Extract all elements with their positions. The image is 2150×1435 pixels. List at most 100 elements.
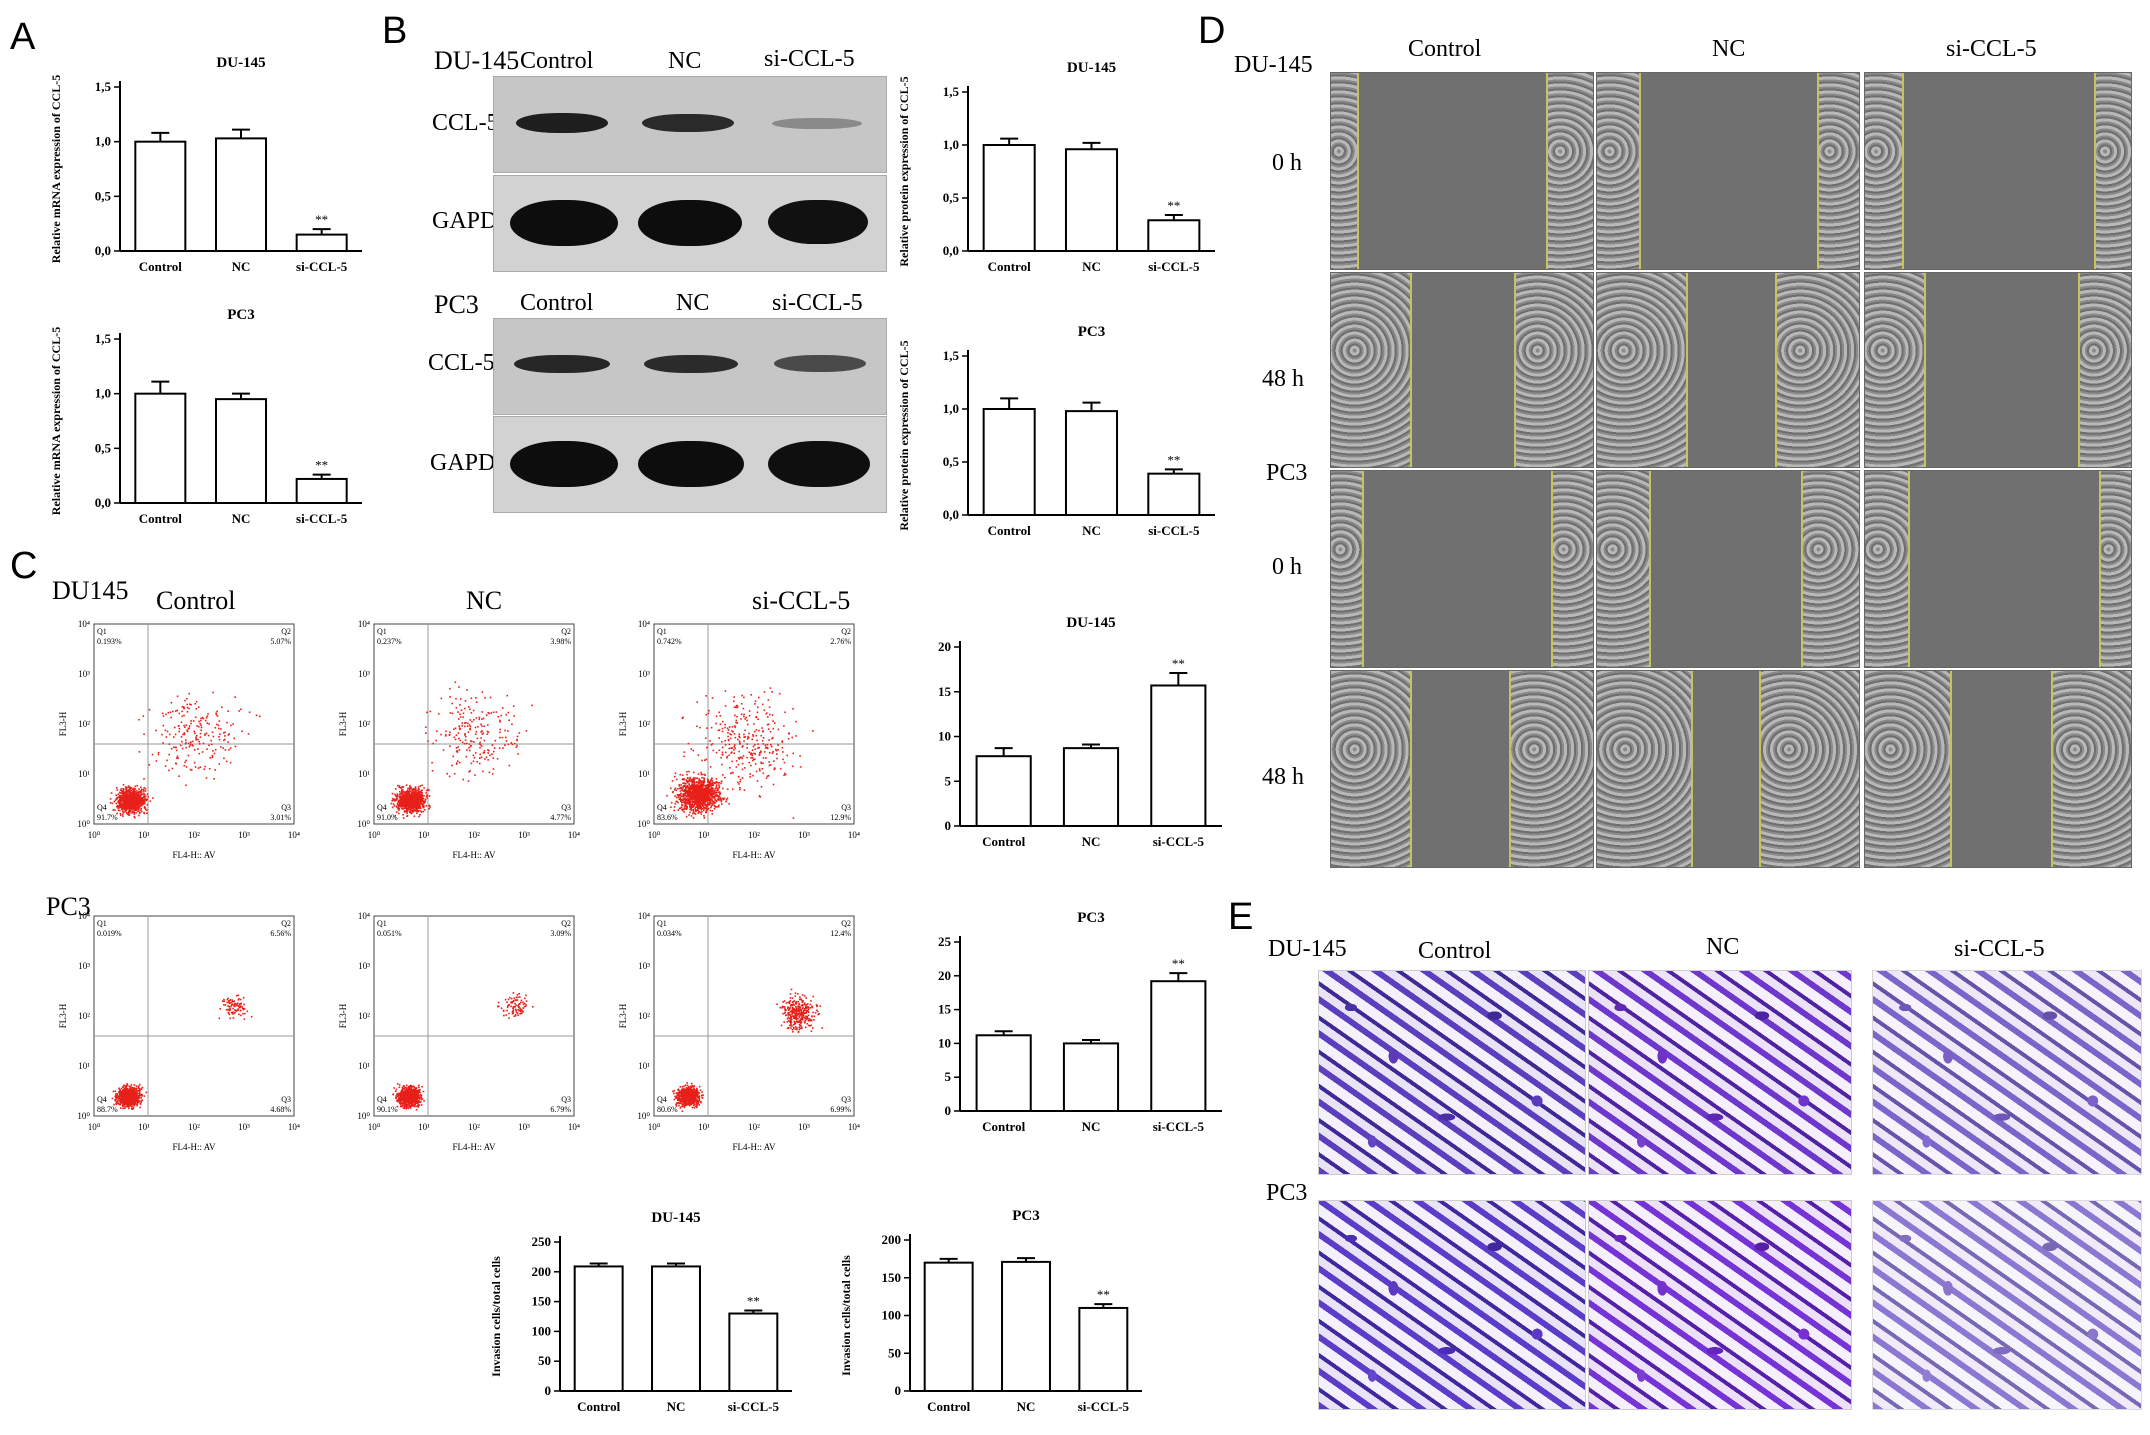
y-tick-label: 0 — [895, 1383, 902, 1398]
wound-edge-line — [1759, 671, 1762, 867]
quadrant-percent: 88.7% — [97, 1105, 118, 1114]
transwell-header-si: si-CCL-5 — [1954, 936, 2045, 962]
x-tick-label: 10⁰ — [88, 830, 101, 840]
x-tick-label: 10³ — [518, 830, 530, 840]
wound-header-si: si-CCL-5 — [1946, 36, 2037, 62]
bar — [975, 1034, 1032, 1112]
wound-image — [1596, 470, 1860, 668]
x-tick-label: 10³ — [238, 1122, 250, 1132]
significance-marker: ** — [1167, 452, 1180, 467]
bar — [1150, 980, 1207, 1113]
bar — [975, 755, 1032, 827]
y-tick-label: 20 — [938, 639, 951, 654]
transwell-image — [1872, 1200, 2142, 1410]
wound-image — [1864, 470, 2132, 668]
bar — [573, 1265, 624, 1392]
wound-time-label: 48 h — [1262, 764, 1304, 790]
quadrant-percent: 0.051% — [377, 929, 402, 938]
transwell-image — [1588, 970, 1852, 1175]
blot-header-nc: NC — [668, 48, 702, 74]
x-tick-label: Control — [139, 511, 182, 526]
quadrant-percent: 3.01% — [270, 813, 291, 822]
band — [644, 355, 738, 373]
quadrant-name: Q2 — [561, 919, 571, 928]
significance-marker: ** — [1167, 198, 1180, 213]
cell-layer — [1865, 273, 1924, 467]
wound-edge-line — [1801, 471, 1804, 667]
wound-edge-line — [1545, 73, 1548, 269]
band — [768, 200, 868, 244]
bar — [1150, 684, 1207, 827]
quadrant-percent: 12.9% — [830, 813, 851, 822]
bar-chart-c-apoptosis-pc3: PC3 0 5 10 15 20 25 Control NC si-CCL-5 ** — [938, 910, 1222, 1134]
y-axis-label: FL3-H — [338, 1003, 348, 1028]
wound-edge-line — [1923, 273, 1926, 467]
chart-title: DU-145 — [216, 55, 265, 71]
y-tick-label: 1,0 — [943, 137, 959, 152]
blot-header-si: si-CCL-5 — [772, 290, 863, 316]
x-tick-label: 10³ — [518, 1122, 530, 1132]
wound-image — [1596, 670, 1860, 868]
wound-edge-line — [1551, 471, 1554, 667]
chart-title: DU-145 — [1067, 60, 1116, 76]
cell-layer — [1514, 273, 1593, 467]
quadrant-name: Q2 — [281, 919, 291, 928]
y-tick-label: 10¹ — [78, 769, 90, 779]
quadrant-name: Q3 — [561, 1095, 571, 1104]
significance-marker: ** — [1172, 956, 1185, 971]
quadrant-name: Q2 — [841, 627, 851, 636]
y-tick-label: 10³ — [78, 961, 90, 971]
y-axis-label: FL3-H — [338, 711, 348, 736]
y-tick-label: 10¹ — [78, 1061, 90, 1071]
y-tick-label: 10³ — [358, 669, 370, 679]
y-tick-label: 10⁰ — [637, 819, 650, 829]
y-tick-label: 1,5 — [943, 348, 960, 363]
cell-layer — [1331, 273, 1410, 467]
cell-layer — [1331, 73, 1358, 269]
y-tick-label: 0 — [945, 1103, 952, 1118]
y-tick-label: 10⁰ — [637, 1111, 650, 1121]
quadrant-name: Q1 — [97, 919, 107, 928]
bar — [728, 1312, 779, 1392]
x-tick-label: Control — [139, 259, 182, 274]
significance-marker: ** — [315, 212, 328, 227]
dot-cloud — [111, 994, 253, 1110]
x-tick-label: NC — [667, 1399, 686, 1414]
y-tick-label: 10³ — [638, 669, 650, 679]
transwell-cell-label-pc3: PC3 — [1266, 1180, 1308, 1206]
quadrant-name: Q4 — [97, 803, 107, 812]
cell-layer — [1597, 73, 1639, 269]
y-tick-label: 10¹ — [358, 1061, 370, 1071]
bar — [214, 398, 268, 504]
y-tick-label: 200 — [532, 1264, 552, 1279]
wound-edge-line — [1357, 73, 1360, 269]
x-tick-label: 10² — [188, 830, 200, 840]
panel-letter-c: C — [10, 545, 38, 587]
y-tick-label: 150 — [882, 1270, 902, 1285]
x-tick-label: si-CCL-5 — [1153, 834, 1205, 849]
x-tick-label: si-CCL-5 — [296, 259, 348, 274]
cell-layer — [1865, 73, 1903, 269]
x-tick-label: 10² — [748, 830, 760, 840]
bar — [1062, 747, 1120, 827]
y-tick-label: 0,5 — [95, 440, 112, 455]
wound-cell-label-du145: DU-145 — [1234, 52, 1313, 78]
wound-image — [1864, 272, 2132, 468]
y-tick-label: 1,5 — [95, 331, 112, 346]
quadrant-name: Q2 — [281, 627, 291, 636]
dot-cloud — [109, 691, 261, 819]
quadrant-name: Q3 — [281, 1095, 291, 1104]
flow-title-nc: NC — [466, 586, 503, 615]
bar — [295, 233, 348, 253]
y-tick-label: 0,0 — [943, 243, 959, 258]
y-tick-label: 10³ — [358, 961, 370, 971]
x-tick-label: 10³ — [798, 830, 810, 840]
quadrant-name: Q4 — [97, 1095, 107, 1104]
quadrant-percent: 2.76% — [830, 637, 851, 646]
quadrant-percent: 0.193% — [97, 637, 122, 646]
cell-layer — [1545, 73, 1593, 269]
quadrant-percent: 0.237% — [377, 637, 402, 646]
